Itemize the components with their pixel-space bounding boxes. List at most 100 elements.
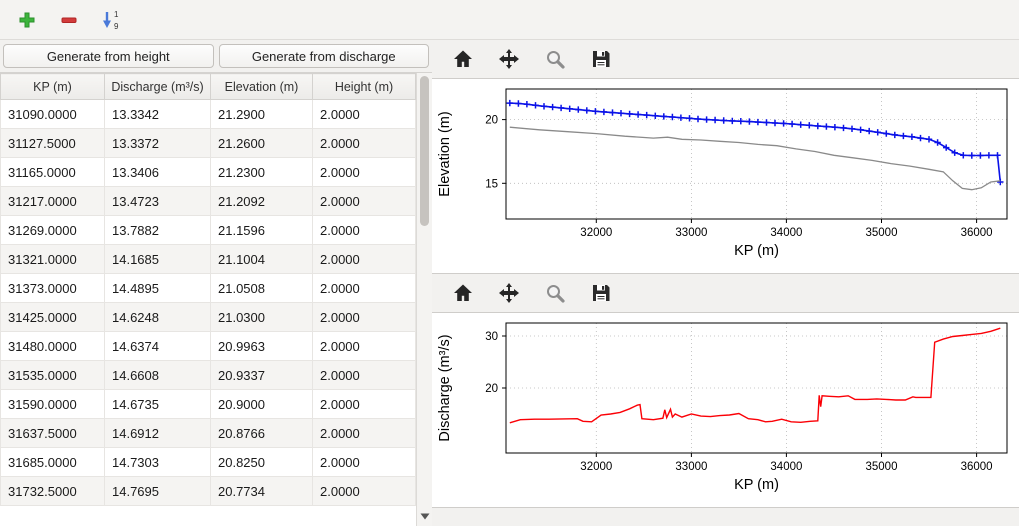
home-button[interactable] [448, 278, 478, 308]
svg-text:36000: 36000 [961, 461, 993, 473]
home-icon [454, 50, 472, 67]
svg-text:33000: 33000 [675, 227, 707, 239]
sort-rows-button[interactable]: 1 9 [96, 6, 126, 34]
table-row: 31165.0000 13.3406 21.2300 2.0000 [0, 157, 416, 187]
data-table-container: KP (m) Discharge (m³/s) Elevation (m) Heigh… [0, 72, 432, 526]
table-cell[interactable]: 31590.0000 [0, 389, 105, 419]
table-cell[interactable]: 14.6608 [104, 360, 211, 390]
table-cell[interactable]: 2.0000 [312, 157, 416, 187]
table-cell[interactable]: 13.3372 [104, 128, 211, 158]
table-cell[interactable]: 21.2600 [210, 128, 313, 158]
column-header[interactable]: Height (m) [312, 73, 416, 100]
table-cell[interactable]: 2.0000 [312, 447, 416, 477]
table-cell[interactable]: 2.0000 [312, 389, 416, 419]
table-cell[interactable]: 2.0000 [312, 302, 416, 332]
svg-text:20: 20 [485, 383, 498, 395]
scrollbar-down-arrow[interactable] [417, 509, 432, 523]
table-cell[interactable]: 21.2300 [210, 157, 313, 187]
svg-text:32000: 32000 [580, 227, 612, 239]
table-cell[interactable]: 31637.5000 [0, 418, 105, 448]
generate-buttons-row: Generate from height Generate from disch… [0, 40, 432, 72]
table-cell[interactable]: 31535.0000 [0, 360, 105, 390]
table-cell[interactable]: 2.0000 [312, 215, 416, 245]
svg-text:34000: 34000 [770, 227, 802, 239]
pan-button[interactable] [494, 44, 524, 74]
table-cell[interactable]: 20.9963 [210, 331, 313, 361]
remove-row-button[interactable] [54, 6, 84, 34]
table-cell[interactable]: 13.7882 [104, 215, 211, 245]
table-cell[interactable]: 2.0000 [312, 360, 416, 390]
table-cell[interactable]: 20.9000 [210, 389, 313, 419]
generate-from-height-button[interactable]: Generate from height [3, 44, 214, 68]
table-cell[interactable]: 14.4895 [104, 273, 211, 303]
generate-from-discharge-button[interactable]: Generate from discharge [218, 44, 429, 68]
table-cell[interactable]: 2.0000 [312, 418, 416, 448]
table-cell[interactable]: 13.3406 [104, 157, 211, 187]
table-cell[interactable]: 2.0000 [312, 331, 416, 361]
column-header[interactable]: Elevation (m) [210, 73, 313, 100]
table-row: 31321.0000 14.1685 21.1004 2.0000 [0, 244, 416, 274]
table-cell[interactable]: 21.1004 [210, 244, 313, 274]
column-header[interactable]: Discharge (m³/s) [104, 73, 211, 100]
home-button[interactable] [448, 44, 478, 74]
table-cell[interactable]: 21.2900 [210, 99, 313, 129]
table-panel: Generate from height Generate from disch… [0, 40, 432, 526]
table-cell[interactable]: 2.0000 [312, 186, 416, 216]
column-header[interactable]: KP (m) [0, 73, 105, 100]
save-button[interactable] [586, 278, 616, 308]
table-cell[interactable]: 31732.5000 [0, 476, 105, 506]
svg-text:20: 20 [485, 115, 498, 127]
elevation-chart[interactable]: 32000 33000 34000 35000 36000 15 20 KP (m) Eleva… [432, 79, 1019, 275]
scrollbar-thumb[interactable] [420, 76, 429, 226]
svg-text:15: 15 [485, 178, 498, 190]
table-cell[interactable]: 14.7303 [104, 447, 211, 477]
table-cell[interactable]: 31269.0000 [0, 215, 105, 245]
table-cell[interactable]: 21.1596 [210, 215, 313, 245]
table-cell[interactable]: 20.8766 [210, 418, 313, 448]
table-cell[interactable]: 31685.0000 [0, 447, 105, 477]
table-row: 31685.0000 14.7303 20.8250 2.0000 [0, 447, 416, 477]
table-cell[interactable]: 31321.0000 [0, 244, 105, 274]
table-cell[interactable]: 14.6735 [104, 389, 211, 419]
table-cell[interactable]: 13.3342 [104, 99, 211, 129]
table-cell[interactable]: 31090.0000 [0, 99, 105, 129]
table-cell[interactable]: 20.9337 [210, 360, 313, 390]
table-cell[interactable]: 31373.0000 [0, 273, 105, 303]
discharge-chart-canvas: 32000 33000 34000 35000 36000 20 30 KP (m) Disch… [432, 312, 1019, 508]
zoom-button[interactable] [540, 278, 570, 308]
main-toolbar: 1 9 [0, 0, 1019, 40]
table-cell[interactable]: 31425.0000 [0, 302, 105, 332]
table-cell[interactable]: 14.6248 [104, 302, 211, 332]
table-cell[interactable]: 21.0508 [210, 273, 313, 303]
pan-button[interactable] [494, 278, 524, 308]
table-body: 31090.0000 13.3342 21.2900 2.0000 31127.5000… [0, 99, 416, 506]
home-icon [454, 284, 472, 301]
table-cell[interactable]: 14.6912 [104, 418, 211, 448]
discharge-chart[interactable]: 32000 33000 34000 35000 36000 20 30 KP (m) Disch… [432, 313, 1019, 509]
table-cell[interactable]: 14.7695 [104, 476, 211, 506]
table-scrollbar[interactable] [416, 73, 432, 526]
table-cell[interactable]: 2.0000 [312, 128, 416, 158]
table-cell[interactable]: 31217.0000 [0, 186, 105, 216]
table-cell[interactable]: 13.4723 [104, 186, 211, 216]
table-cell[interactable]: 14.6374 [104, 331, 211, 361]
table-cell[interactable]: 2.0000 [312, 99, 416, 129]
table-cell[interactable]: 31165.0000 [0, 157, 105, 187]
add-row-button[interactable] [12, 6, 42, 34]
sort-order-top-label: 1 [114, 10, 119, 19]
svg-text:Discharge (m³/s): Discharge (m³/s) [437, 334, 453, 441]
table-cell[interactable]: 21.2092 [210, 186, 313, 216]
zoom-button[interactable] [540, 44, 570, 74]
table-cell[interactable]: 21.0300 [210, 302, 313, 332]
table-cell[interactable]: 2.0000 [312, 273, 416, 303]
table-cell[interactable]: 14.1685 [104, 244, 211, 274]
table-row: 31590.0000 14.6735 20.9000 2.0000 [0, 389, 416, 419]
table-cell[interactable]: 31480.0000 [0, 331, 105, 361]
table-cell[interactable]: 20.8250 [210, 447, 313, 477]
table-cell[interactable]: 2.0000 [312, 244, 416, 274]
save-button[interactable] [586, 44, 616, 74]
table-cell[interactable]: 20.7734 [210, 476, 313, 506]
table-cell[interactable]: 31127.5000 [0, 128, 105, 158]
table-cell[interactable]: 2.0000 [312, 476, 416, 506]
